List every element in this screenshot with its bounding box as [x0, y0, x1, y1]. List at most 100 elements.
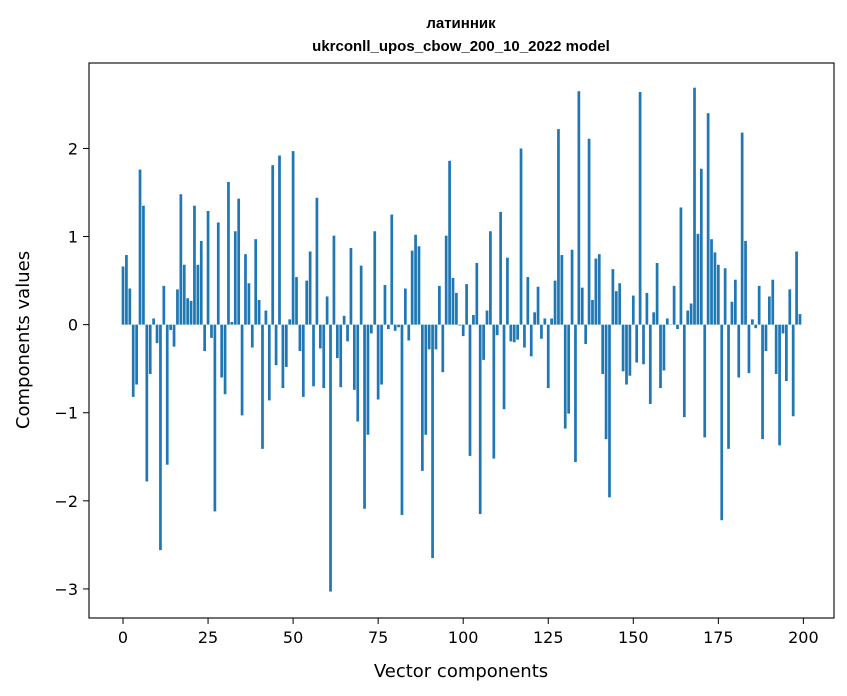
- bar: [587, 138, 591, 325]
- bar: [754, 324, 758, 329]
- bar: [169, 324, 172, 330]
- chart-title: латинник: [426, 15, 496, 32]
- bar: [747, 324, 751, 374]
- bar: [475, 262, 479, 325]
- bar: [489, 231, 492, 325]
- bar: [699, 168, 703, 325]
- bar: [128, 288, 132, 325]
- bar: [165, 324, 169, 465]
- bar: [774, 324, 778, 374]
- bar: [740, 132, 744, 325]
- bar: [125, 255, 128, 325]
- bar: [631, 295, 635, 325]
- bar: [580, 287, 584, 325]
- bar: [597, 254, 601, 325]
- bar: [298, 324, 302, 352]
- bar: [638, 92, 642, 325]
- y-axis-ticks: −3 −2 −1 0 1 2: [54, 139, 89, 599]
- bar: [485, 310, 489, 325]
- bar: [352, 324, 356, 390]
- bar: [363, 324, 366, 509]
- bar: [315, 197, 319, 325]
- bar: [227, 181, 230, 325]
- bar: [267, 324, 271, 401]
- bar: [291, 151, 295, 325]
- y-tick-label: 1: [68, 228, 78, 247]
- bar: [761, 324, 764, 440]
- bar: [240, 324, 244, 416]
- bar: [281, 324, 285, 389]
- bar: [182, 264, 186, 325]
- bar: [506, 257, 509, 325]
- bar: [713, 252, 717, 325]
- x-tick-label: 200: [788, 628, 819, 647]
- bar: [655, 262, 659, 325]
- bar: [553, 280, 557, 325]
- bar: [601, 324, 605, 374]
- x-tick-label: 150: [618, 628, 649, 647]
- bar: [516, 324, 519, 340]
- bar: [482, 324, 485, 360]
- bar: [159, 324, 162, 551]
- bar: [785, 324, 788, 382]
- bar: [247, 283, 251, 325]
- bar: [233, 231, 237, 325]
- bar: [193, 205, 196, 325]
- bar: [414, 234, 417, 325]
- bar: [733, 279, 737, 325]
- bar: [176, 289, 179, 325]
- bar: [223, 324, 227, 395]
- bar: [621, 324, 625, 372]
- bar: [250, 324, 254, 348]
- bar: [478, 324, 482, 515]
- bar: [332, 235, 336, 325]
- x-tick-label: 175: [703, 628, 734, 647]
- bar: [318, 324, 322, 349]
- bar: [492, 324, 496, 459]
- y-tick-label: −2: [54, 492, 78, 511]
- bar: [689, 303, 693, 325]
- bar: [523, 324, 526, 348]
- bar: [451, 277, 455, 325]
- bar: [369, 324, 373, 334]
- bar: [751, 319, 754, 325]
- bar: [696, 233, 700, 325]
- bar: [325, 296, 329, 325]
- bar: [730, 301, 734, 325]
- bar: [162, 285, 166, 325]
- bar: [189, 300, 193, 325]
- bar: [645, 292, 649, 325]
- bar: [254, 239, 258, 325]
- bar: [346, 324, 349, 342]
- bar: [608, 324, 611, 498]
- bar: [458, 324, 462, 326]
- bar: [135, 324, 138, 385]
- bar: [455, 292, 458, 325]
- bar: [543, 318, 547, 325]
- bar: [795, 251, 798, 325]
- bar: [155, 324, 159, 344]
- bar: [390, 214, 394, 325]
- bar: [635, 324, 639, 363]
- bar: [427, 324, 431, 350]
- bar: [618, 283, 622, 325]
- chart-subtitle: ukrconll_upos_cbow_200_10_2022 model: [312, 38, 610, 55]
- bar: [210, 324, 213, 338]
- bar: [686, 310, 690, 325]
- bar: [526, 277, 530, 325]
- bar: [121, 266, 125, 325]
- bar: [295, 277, 298, 325]
- bar: [148, 324, 152, 374]
- bar: [703, 324, 707, 438]
- bar: [359, 265, 363, 325]
- bar: [788, 289, 792, 325]
- bar: [768, 296, 771, 325]
- bar: [744, 240, 747, 325]
- bar: [145, 324, 149, 482]
- bar: [356, 324, 360, 422]
- bar: [591, 299, 594, 325]
- bar: [237, 198, 241, 325]
- bar: [757, 285, 761, 325]
- bar: [611, 269, 615, 325]
- bar: [550, 318, 554, 325]
